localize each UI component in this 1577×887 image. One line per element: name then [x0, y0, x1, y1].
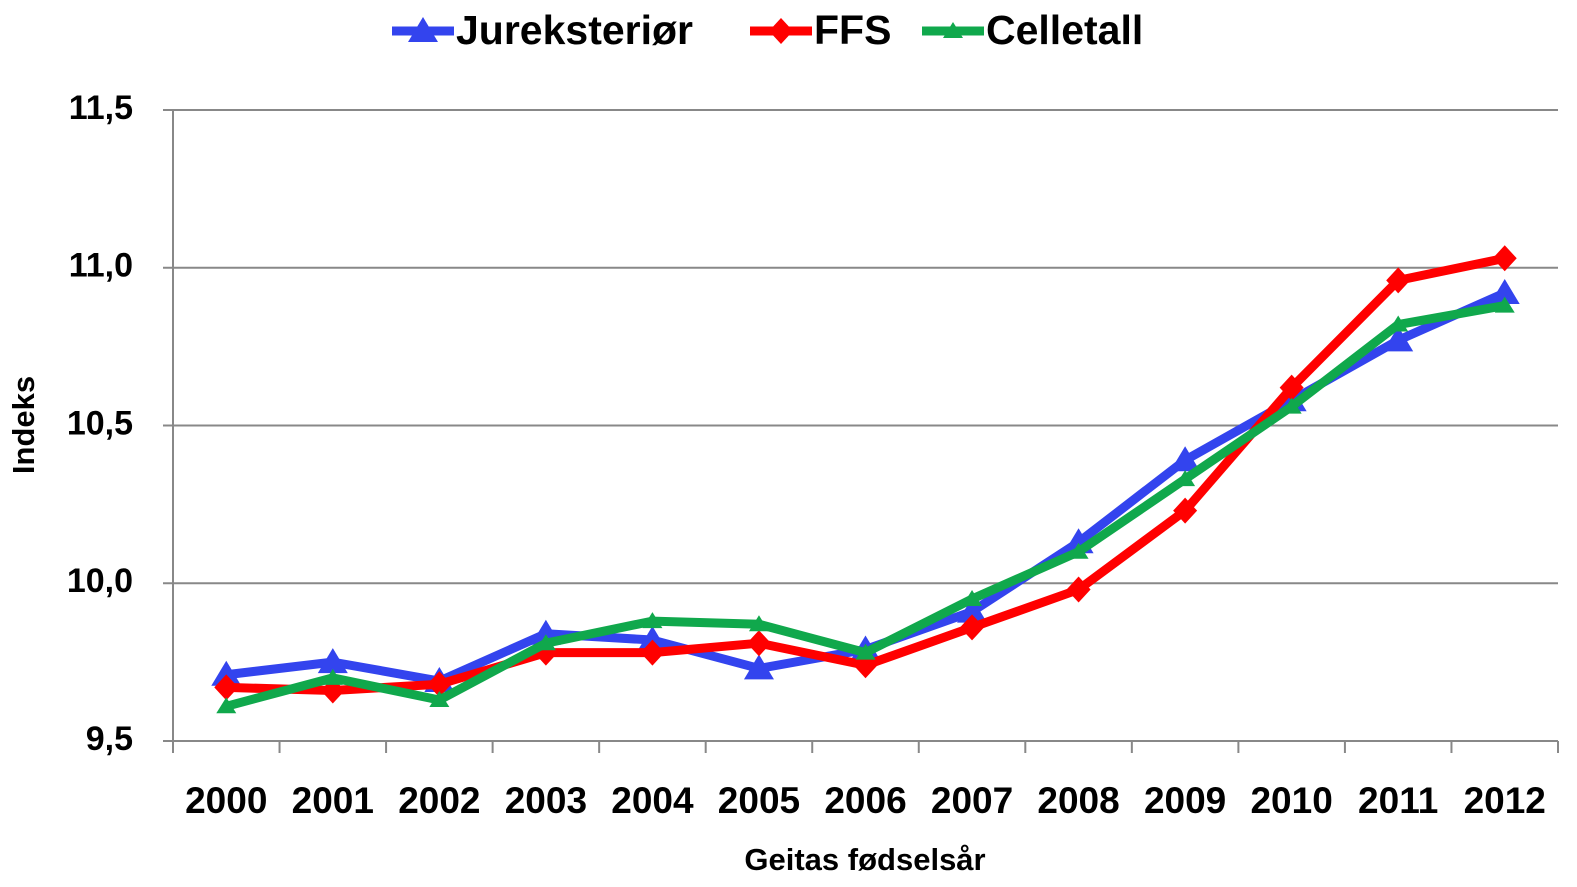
legend-item: Celletall: [922, 7, 1143, 53]
series-marker: [855, 643, 876, 660]
series-marker: [1281, 397, 1302, 414]
x-tick-label: 2012: [1464, 780, 1546, 821]
series-marker: [535, 634, 556, 651]
series-marker: [1492, 245, 1517, 272]
x-tick-label: 2007: [931, 780, 1013, 821]
x-tick-label: 2000: [185, 780, 267, 821]
x-tick-label: 2011: [1358, 780, 1438, 821]
series-marker: [317, 648, 348, 674]
y-tick-label: 10,5: [67, 404, 133, 442]
x-tick-label: 2005: [718, 780, 800, 821]
x-tick-label: 2002: [398, 780, 480, 821]
legend-label: Celletall: [986, 7, 1143, 53]
series-marker: [216, 697, 237, 714]
x-tick-label: 2006: [824, 780, 906, 821]
legend-marker: [408, 17, 438, 42]
x-axis-label: Geitas fødselsår: [744, 842, 985, 877]
series-marker: [743, 654, 774, 680]
series-marker: [1173, 497, 1198, 524]
series-marker: [748, 615, 769, 632]
series-line: [225, 288, 1507, 686]
series-marker: [962, 590, 983, 607]
x-tick-label: 2003: [505, 780, 587, 821]
x-tick-label: 2004: [611, 780, 694, 821]
legend-label: Jureksteriør: [456, 7, 693, 53]
series-marker: [211, 660, 242, 686]
series-marker: [429, 690, 450, 707]
x-tick-label: 2010: [1250, 780, 1332, 821]
series-marker: [960, 614, 985, 641]
x-tick-label: 2001: [292, 780, 374, 821]
y-tick-label: 11,5: [69, 89, 133, 127]
y-tick-label: 11,0: [69, 247, 133, 285]
series-marker: [1489, 278, 1520, 304]
series-marker: [1386, 267, 1411, 294]
y-tick-label: 9,5: [86, 720, 133, 758]
series-line: [226, 253, 1506, 696]
series-marker: [957, 597, 988, 623]
legend-marker: [769, 18, 793, 44]
y-axis-label: Indeks: [6, 376, 41, 474]
series-marker: [642, 612, 663, 629]
series-marker: [214, 674, 239, 701]
series-marker: [1388, 315, 1409, 332]
series-marker: [322, 668, 343, 685]
series-marker: [1066, 576, 1091, 603]
series-marker: [637, 626, 668, 652]
x-tick-label: 2008: [1037, 780, 1119, 821]
legend-item: FFS: [750, 7, 891, 53]
series-marker: [1383, 326, 1414, 352]
legend-label: FFS: [814, 7, 891, 53]
series-marker: [1170, 446, 1201, 472]
y-tick-label: 10,0: [67, 562, 133, 600]
series-marker: [640, 639, 665, 666]
series-marker: [1068, 542, 1089, 559]
series-marker: [427, 671, 452, 698]
legend-marker: [943, 22, 963, 38]
series-marker: [746, 630, 771, 657]
legend-item: Jureksteriør: [392, 7, 693, 53]
series-marker: [1279, 374, 1304, 401]
series-marker: [1494, 296, 1515, 313]
x-tick-label: 2009: [1144, 780, 1226, 821]
series-marker: [1175, 470, 1196, 487]
